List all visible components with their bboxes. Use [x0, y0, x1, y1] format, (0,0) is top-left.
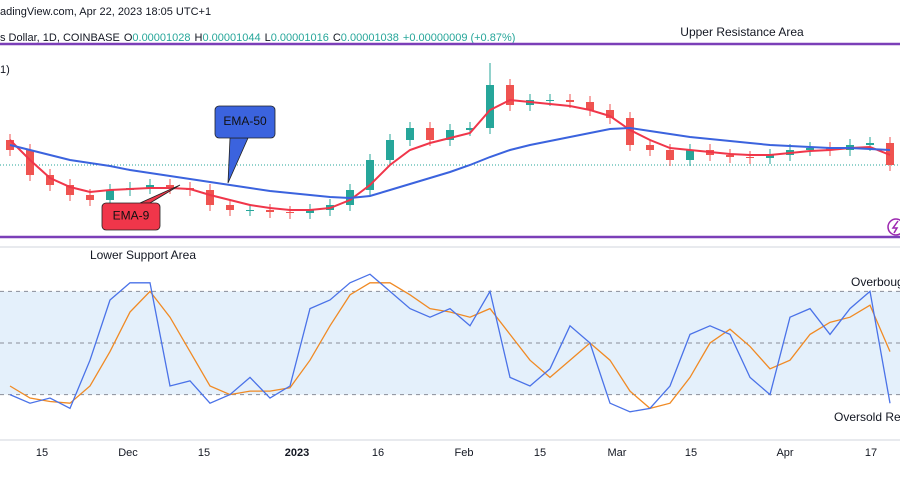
callout-label: EMA-9 [113, 209, 150, 223]
candle-body [366, 160, 374, 190]
candle-body [726, 155, 734, 157]
x-tick-label: 15 [534, 447, 546, 459]
candle-body [306, 210, 314, 213]
candle-body [806, 148, 814, 150]
candle-body [446, 130, 454, 140]
candle-body [566, 100, 574, 102]
candle-body [286, 212, 294, 213]
candle-body [466, 128, 474, 130]
candle-body [106, 190, 114, 200]
ohlc-label: H [195, 32, 203, 44]
candle-body [26, 150, 34, 175]
level-label: Upper Resistance Area [680, 25, 804, 39]
candle-body [46, 175, 54, 185]
ohlc-value: 0.00001038 [341, 32, 399, 44]
candle-body [586, 102, 594, 110]
ema-line [9, 98, 891, 211]
callout-box [214, 105, 276, 139]
indicator-label: 1) [0, 64, 10, 76]
candle-body [666, 150, 674, 160]
candle-body [686, 150, 694, 160]
ohlc-label: L [265, 32, 271, 44]
x-tick-label: Feb [455, 447, 474, 459]
x-tick-label: 16 [372, 447, 384, 459]
candle-body [486, 85, 494, 128]
x-tick-label: Dec [118, 447, 138, 459]
x-tick-label: 15 [198, 447, 210, 459]
x-tick-label: 15 [685, 447, 697, 459]
symbol-header: s Dollar, 1D, COINBASE O0.00001028 H0.0000… [0, 32, 515, 44]
candle-body [426, 128, 434, 140]
symbol-name: s Dollar, 1D, COINBASE [0, 32, 120, 44]
candle-body [246, 210, 254, 211]
candle-body [86, 195, 94, 200]
candle-body [206, 190, 214, 205]
callout-box [101, 202, 161, 231]
x-tick-label: 15 [36, 447, 48, 459]
x-tick-label: Apr [776, 447, 793, 459]
callout-label: EMA-50 [223, 114, 267, 128]
ohlc-value: 0.00001028 [132, 32, 190, 44]
chart-title: adingView.com, Apr 22, 2023 18:05 UTC+1 [0, 6, 211, 18]
x-tick-label: 2023 [285, 447, 309, 459]
candle-body [546, 100, 554, 101]
ohlc-label: O [124, 32, 133, 44]
change-percent: (+0.87%) [470, 32, 515, 44]
ohlc-label: C [333, 32, 341, 44]
ema-line [9, 126, 891, 200]
candle-body [746, 157, 754, 158]
level-label: Lower Support Area [90, 248, 196, 262]
candle-body [166, 185, 174, 188]
candle-body [386, 140, 394, 160]
x-tick-label: 17 [865, 447, 877, 459]
ohlc-value: 0.00001044 [202, 32, 260, 44]
candle-body [66, 185, 74, 195]
annotation: Overboug [851, 275, 900, 289]
candle-body [226, 205, 234, 210]
candle-body [506, 85, 514, 105]
oscillator-line [9, 273, 891, 413]
change-value: +0.00000009 [403, 32, 468, 44]
candle-body [606, 110, 614, 118]
ohlc-value: 0.00001016 [271, 32, 329, 44]
annotation: Oversold Re [834, 410, 900, 424]
candle-body [146, 185, 154, 188]
candle-body [646, 145, 654, 150]
oscillator-line [9, 282, 891, 410]
candle-body [266, 210, 274, 212]
candle-body [626, 118, 634, 145]
x-tick-label: Mar [608, 447, 627, 459]
candle-body [766, 155, 774, 158]
alert-icon [887, 218, 900, 236]
candle-body [866, 143, 874, 145]
candle-body [406, 128, 414, 140]
